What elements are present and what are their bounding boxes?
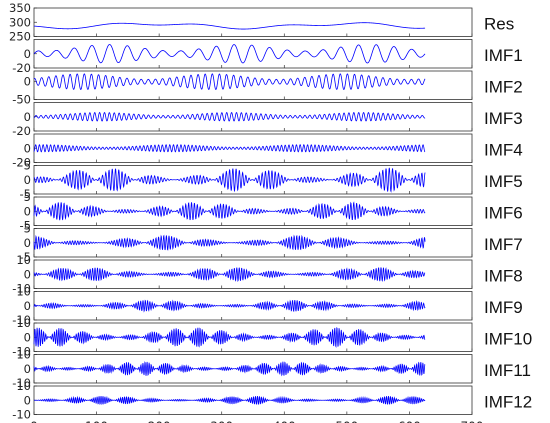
panel-label-imf4: IMF4 bbox=[484, 140, 523, 159]
x-tick-label: 100 bbox=[85, 420, 108, 423]
y-tick-label: -20 bbox=[12, 124, 31, 138]
panel-label-imf12: IMF12 bbox=[484, 392, 532, 411]
y-tick-label: 0 bbox=[24, 362, 31, 376]
y-tick-label: -5 bbox=[20, 187, 31, 201]
y-tick-label: 0 bbox=[24, 141, 31, 155]
y-tick-label: 0 bbox=[24, 393, 31, 407]
series-line-imf7 bbox=[33, 234, 426, 251]
y-tick-label: -20 bbox=[12, 61, 31, 75]
y-tick-label: 350 bbox=[9, 1, 31, 15]
y-tick-label: -5 bbox=[20, 219, 31, 233]
series-line-imf12 bbox=[33, 395, 426, 405]
y-tick-label: -10 bbox=[12, 282, 31, 296]
x-tick-label: 600 bbox=[398, 420, 421, 423]
series-line-imf10 bbox=[33, 327, 426, 349]
y-tick-label: 10 bbox=[16, 348, 31, 362]
y-tick-label: 10 bbox=[16, 285, 31, 299]
x-tick-label: 300 bbox=[210, 420, 233, 423]
panel-frame bbox=[33, 39, 473, 69]
panel-imf1: 0-20 IMF1 bbox=[12, 39, 523, 75]
x-tick-label: 400 bbox=[273, 420, 296, 423]
x-tick-label: 500 bbox=[335, 420, 358, 423]
y-tick-label: 0 bbox=[24, 330, 31, 344]
y-tick-label: 250 bbox=[9, 30, 31, 44]
y-tick-label: 5 bbox=[24, 222, 31, 236]
panel-imf3: 0-20 IMF3 bbox=[12, 102, 523, 138]
y-tick-label: 0 bbox=[24, 267, 31, 281]
y-tick-label: 10 bbox=[16, 316, 31, 330]
series-line-imf8 bbox=[33, 267, 426, 282]
panel-label-imf1: IMF1 bbox=[484, 46, 523, 65]
x-tick-label: 700 bbox=[461, 420, 484, 423]
y-tick-label: -20 bbox=[12, 156, 31, 170]
y-tick-label: -10 bbox=[12, 345, 31, 359]
panel-label-imf7: IMF7 bbox=[484, 235, 523, 254]
y-tick-label: 0 bbox=[24, 173, 31, 187]
panel-label-imf8: IMF8 bbox=[484, 266, 523, 285]
y-tick-label: -5 bbox=[20, 250, 31, 264]
y-tick-label: -50 bbox=[12, 93, 31, 107]
x-tick-label: 200 bbox=[148, 420, 171, 423]
panel-label-imf9: IMF9 bbox=[484, 298, 523, 317]
y-tick-label: 10 bbox=[16, 253, 31, 267]
y-tick-label: -10 bbox=[12, 408, 31, 422]
panel-imf4: 0-20 IMF4 bbox=[12, 133, 523, 170]
y-tick-label: -10 bbox=[12, 376, 31, 390]
panel-imf2: 0 -50 IMF2 bbox=[12, 70, 523, 107]
x-tick-label: 0 bbox=[30, 420, 38, 423]
y-tick-label: 5 bbox=[24, 190, 31, 204]
y-tick-label: -10 bbox=[12, 313, 31, 327]
series-line-imf2 bbox=[33, 73, 426, 91]
y-tick-label: 300 bbox=[9, 15, 31, 29]
panel-label-imf2: IMF2 bbox=[484, 77, 523, 96]
y-tick-label: 0 bbox=[24, 47, 31, 61]
panel-label-imf3: IMF3 bbox=[484, 109, 523, 128]
series-line-imf11 bbox=[33, 361, 426, 377]
series-line-imf4 bbox=[33, 144, 426, 153]
y-tick-label: 0 bbox=[24, 75, 31, 89]
panel-frame bbox=[33, 7, 473, 37]
series-line-imf5 bbox=[33, 167, 426, 193]
panel-label-res: Res bbox=[484, 14, 514, 33]
y-tick-label: 0 bbox=[24, 236, 31, 250]
panel-frame bbox=[33, 70, 473, 100]
series-line-imf3 bbox=[33, 111, 426, 122]
y-tick-label: 5 bbox=[24, 159, 31, 173]
panel-label-imf5: IMF5 bbox=[484, 172, 523, 191]
series-line-res bbox=[33, 22, 426, 30]
series-line-imf9 bbox=[33, 299, 426, 313]
series-line-imf1 bbox=[33, 44, 426, 64]
y-tick-label: 10 bbox=[16, 379, 31, 393]
y-tick-label: 0 bbox=[24, 299, 31, 313]
panel-label-imf10: IMF10 bbox=[484, 329, 532, 348]
series-line-imf6 bbox=[33, 201, 426, 221]
y-tick-label: 0 bbox=[24, 204, 31, 218]
panel-label-imf11: IMF11 bbox=[484, 361, 531, 380]
y-tick-label: 0 bbox=[24, 110, 31, 124]
panel-label-imf6: IMF6 bbox=[484, 203, 523, 222]
